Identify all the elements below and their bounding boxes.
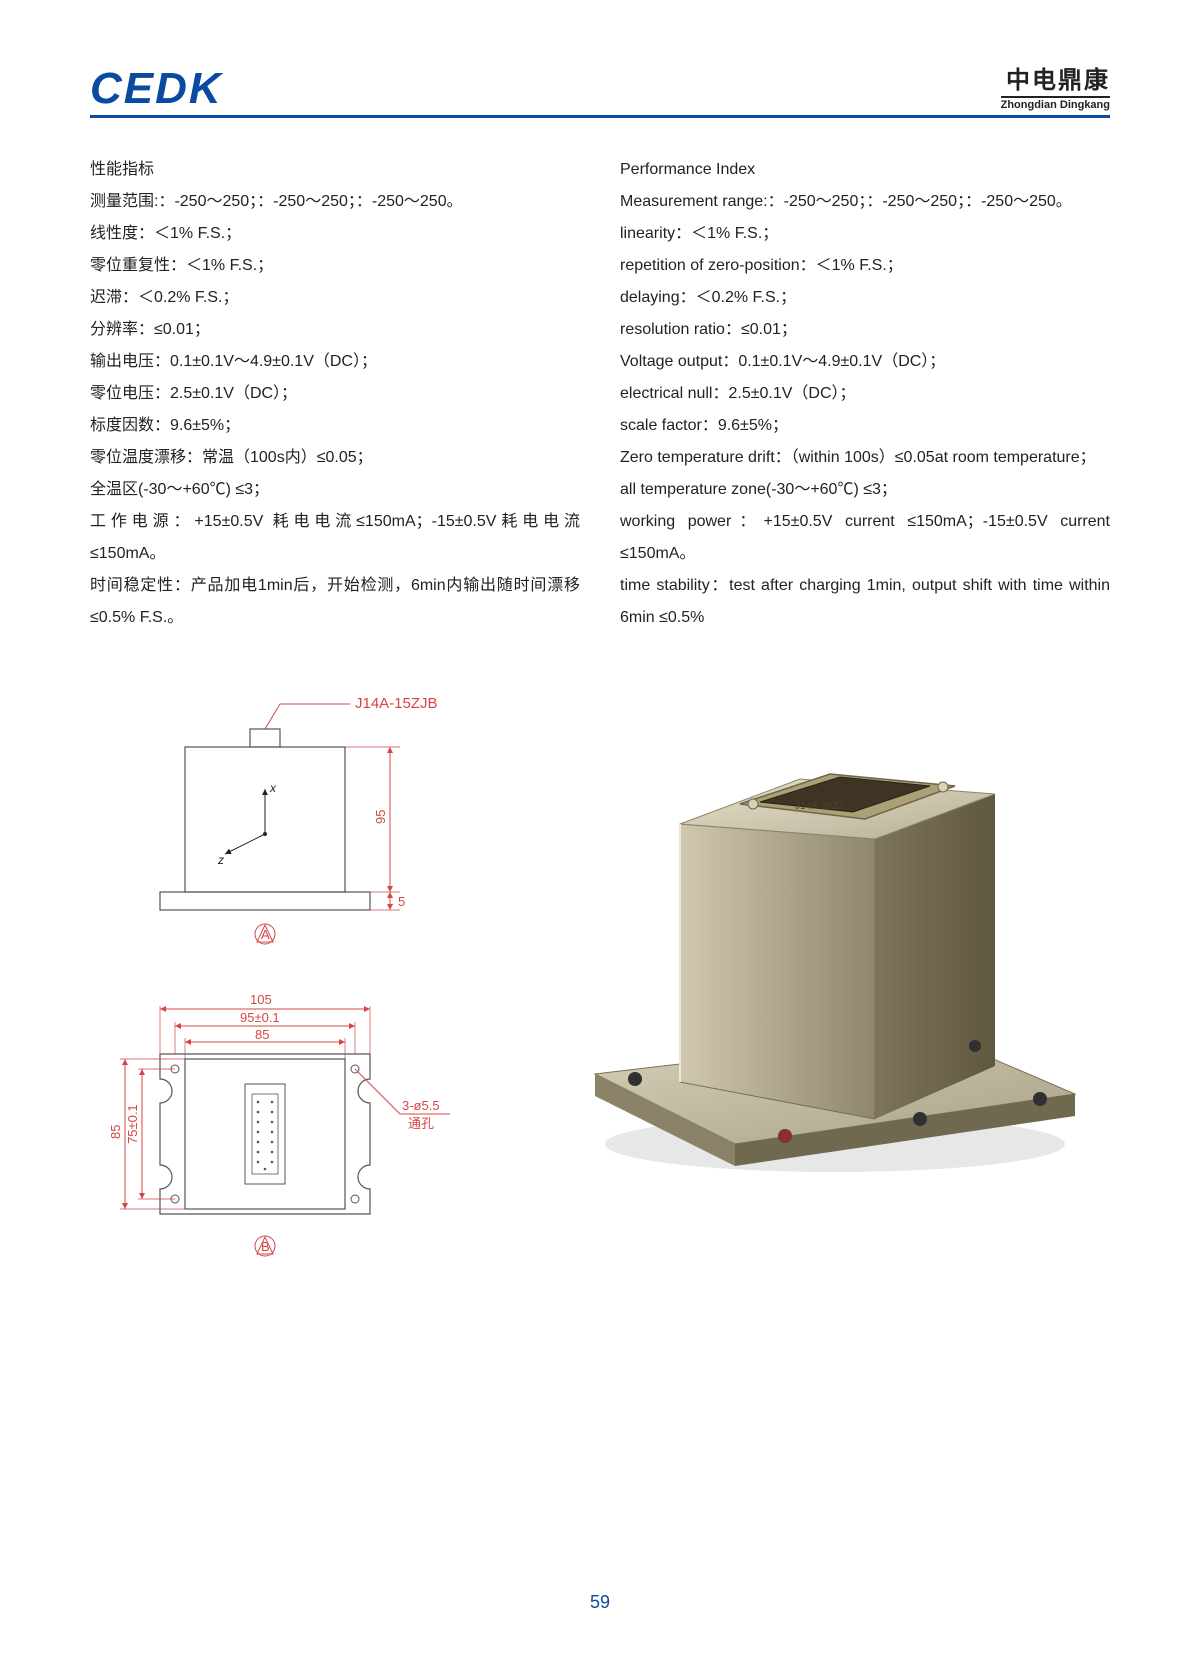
page-number: 59 [590,1592,610,1613]
content-columns: 性能指标 测量范围:：-250～250；：-250～250；：-250～250。… [90,154,1110,634]
spec-line: delaying：＜0.2% F.S.； [620,282,1110,314]
figures-row: J14A-15ZJB x z 95 [90,674,1110,1299]
spec-line: resolution ratio：≤0.01； [620,314,1110,346]
dim-hole: 3-ø5.5 [402,1098,440,1113]
spec-line: Voltage output：0.1±0.1V～4.9±0.1V（DC）； [620,346,1110,378]
spec-line: Zero temperature drift：（within 100s）≤0.0… [620,442,1110,474]
spec-line: linearity：＜1% F.S.； [620,218,1110,250]
dim-w2: 95±0.1 [240,1010,280,1025]
spec-line: 线性度：＜1% F.S.； [90,218,580,250]
dim-h1: 95 [373,810,388,824]
dim-w1: 105 [250,992,272,1007]
dim-d2: 75±0.1 [125,1104,140,1144]
right-title: Performance Index [620,154,1110,186]
logo-right-cn: 中电鼎康 [1001,60,1110,95]
spec-line: 零位电压：2.5±0.1V（DC）； [90,378,580,410]
technical-drawing: J14A-15ZJB x z 95 [90,674,510,1299]
logo-left: CEDK [90,67,223,111]
spec-line: 测量范围:：-250～250；：-250～250；：-250～250。 [90,186,580,218]
logo-right: 中电鼎康 Zhongdian Dingkang [1001,60,1110,111]
right-column: Performance Index Measurement range:：-25… [620,154,1110,634]
axis-x: x [269,781,277,795]
spec-line: 全温区(-30～+60℃) ≤3； [90,474,580,506]
spec-line: repetition of zero-position：＜1% F.S.； [620,250,1110,282]
spec-line: 迟滞：＜0.2% F.S.； [90,282,580,314]
dim-d1: 85 [108,1125,123,1139]
spec-line: all temperature zone(-30～+60℃) ≤3； [620,474,1110,506]
view-b: B [261,1239,270,1254]
spec-line: 输出电压：0.1±0.1V～4.9±0.1V（DC）； [90,346,580,378]
spec-line: Measurement range:：-250～250；：-250～250；：-… [620,186,1110,218]
axis-z: z [217,853,224,867]
spec-line: 零位温度漂移：常温（100s内）≤0.05； [90,442,580,474]
dim-h2: 5 [398,894,405,909]
spec-line: scale factor：9.6±5%； [620,410,1110,442]
page-header: CEDK 中电鼎康 Zhongdian Dingkang [90,60,1110,118]
spec-line: time stability：test after charging 1min,… [620,570,1110,634]
dim-hole-sub: 通孔 [408,1116,434,1131]
left-column: 性能指标 测量范围:：-250～250；：-250～250；：-250～250。… [90,154,580,634]
logo-right-en: Zhongdian Dingkang [1001,96,1110,111]
product-photo: J14A-15ZJ [540,674,1110,1194]
spec-line: 时间稳定性：产品加电1min后，开始检测，6min内输出随时间漂移≤0.5% F… [90,570,580,634]
spec-line: 标度因数：9.6±5%； [90,410,580,442]
left-title: 性能指标 [90,154,580,186]
spec-line: 分辨率：≤0.01； [90,314,580,346]
spec-line: working power：+15±0.5V current ≤150mA；-1… [620,506,1110,570]
spec-line: electrical null：2.5±0.1V（DC）； [620,378,1110,410]
connector-label: J14A-15ZJB [355,695,438,712]
spec-line: 零位重复性：＜1% F.S.； [90,250,580,282]
spec-line: 工作电源：+15±0.5V 耗电电流≤150mA；-15±0.5V耗电电流≤15… [90,506,580,570]
photo-connector-label: J14A-15ZJ [795,801,843,812]
view-a: A [261,927,270,942]
dim-w3: 85 [255,1027,269,1042]
